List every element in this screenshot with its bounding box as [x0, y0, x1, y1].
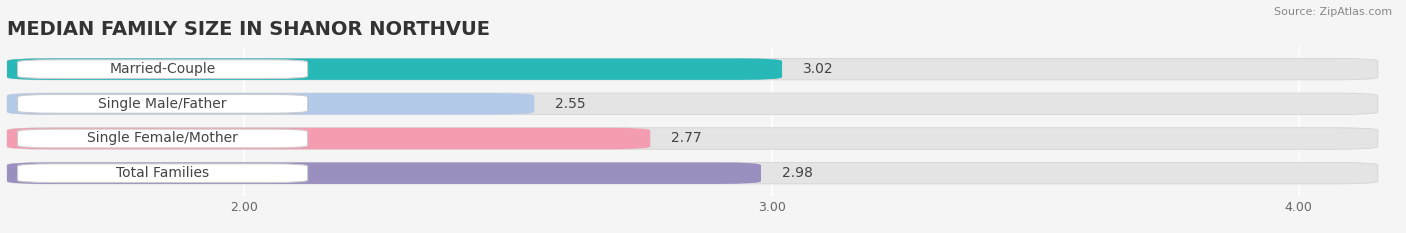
Text: 3.02: 3.02 [803, 62, 834, 76]
Text: Source: ZipAtlas.com: Source: ZipAtlas.com [1274, 7, 1392, 17]
FancyBboxPatch shape [18, 129, 308, 148]
Text: Single Female/Mother: Single Female/Mother [87, 131, 238, 145]
Text: Married-Couple: Married-Couple [110, 62, 215, 76]
Text: MEDIAN FAMILY SIZE IN SHANOR NORTHVUE: MEDIAN FAMILY SIZE IN SHANOR NORTHVUE [7, 21, 491, 39]
FancyBboxPatch shape [7, 58, 1378, 80]
FancyBboxPatch shape [7, 93, 1378, 115]
Text: 2.77: 2.77 [672, 131, 702, 145]
FancyBboxPatch shape [18, 60, 308, 79]
FancyBboxPatch shape [7, 128, 650, 149]
FancyBboxPatch shape [7, 128, 1378, 149]
FancyBboxPatch shape [7, 162, 761, 184]
FancyBboxPatch shape [7, 93, 534, 115]
FancyBboxPatch shape [18, 164, 308, 182]
Text: 2.55: 2.55 [555, 97, 586, 111]
Text: Single Male/Father: Single Male/Father [98, 97, 226, 111]
Text: 2.98: 2.98 [782, 166, 813, 180]
FancyBboxPatch shape [7, 58, 782, 80]
Text: Total Families: Total Families [117, 166, 209, 180]
FancyBboxPatch shape [18, 94, 308, 113]
FancyBboxPatch shape [7, 162, 1378, 184]
